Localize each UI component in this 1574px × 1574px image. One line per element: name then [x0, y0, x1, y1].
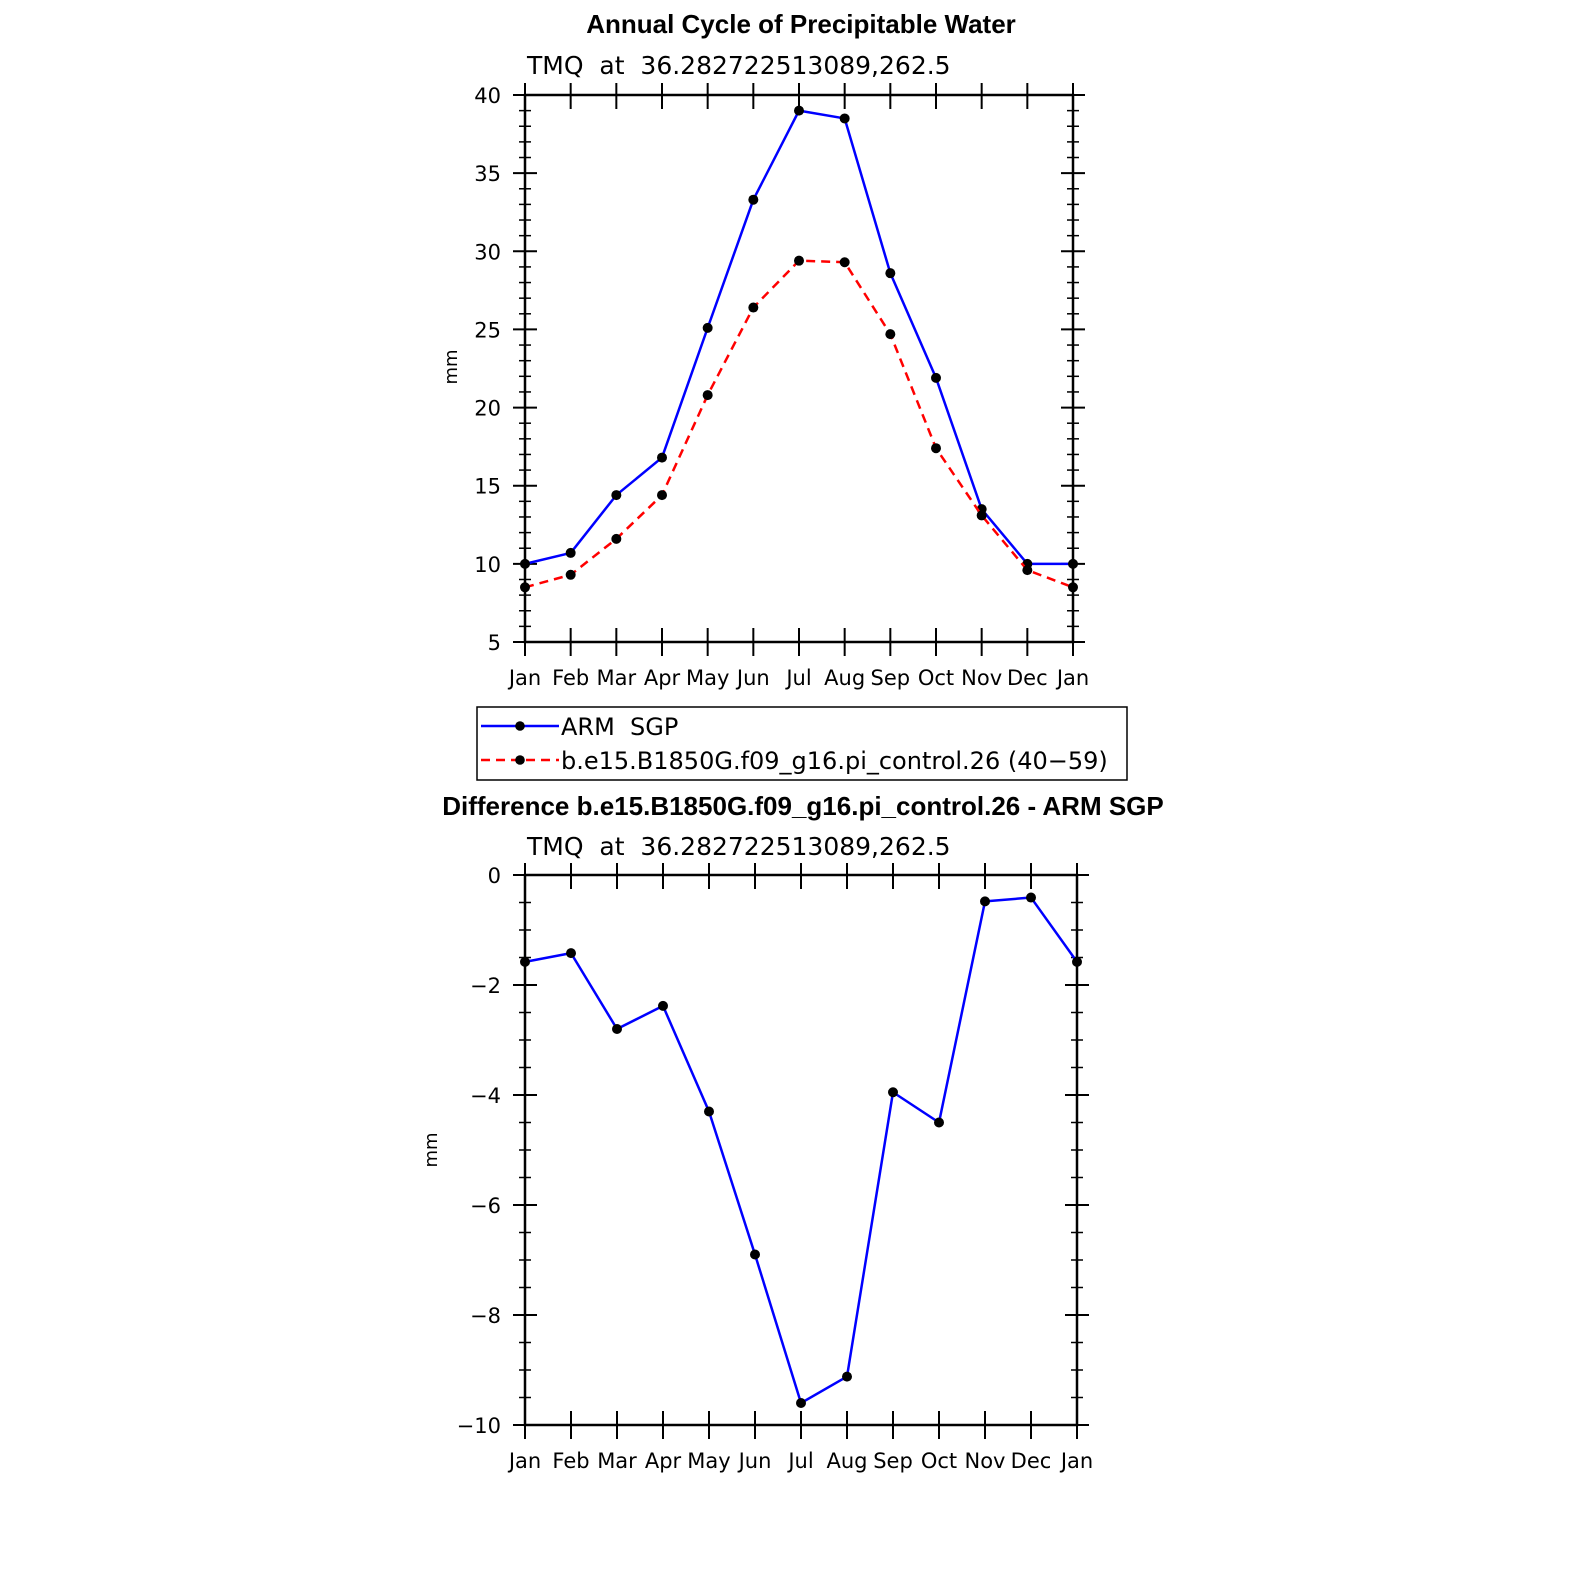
chart-1-y-axis-label: mm: [441, 349, 462, 384]
chart-1-series-1-point: [885, 268, 896, 279]
chart-1-series-2-point: [794, 255, 804, 266]
chart-1-x-tick-label: Oct: [918, 666, 954, 690]
chart-1-frame: [523, 93, 1075, 644]
chart-2-x-tick-label: Jan: [1059, 1449, 1093, 1473]
chart-1-x-tick-label: Jan: [507, 666, 541, 690]
chart-2-y-axis-label: mm: [421, 1132, 442, 1167]
chart-1-series-1-point: [1068, 558, 1078, 569]
chart-1-series-1-point: [520, 558, 530, 569]
legend-label-model: b.e15.B1850G.f09_g16.pi_control.26 (40−5…: [561, 747, 1108, 775]
chart-1-y-tick-label: 30: [474, 240, 501, 264]
chart-2-series-1-point: [612, 1024, 622, 1034]
chart-1-y-tick-label: 40: [474, 84, 501, 108]
chart-2-series-1-line: [524, 896, 1079, 1405]
chart-1-x-tick-label: Nov: [961, 666, 1002, 690]
chart-1-series-2-point: [565, 569, 576, 580]
chart-1-series-2-point: [611, 533, 622, 544]
chart-1-title: Annual Cycle of Precipitable Water: [586, 9, 1016, 39]
chart-2-series-1-point: [934, 1117, 944, 1128]
chart-1-series-1-point: [748, 194, 759, 205]
chart-1-x-tick-label: Jul: [784, 666, 811, 690]
chart-2-y-tick-label: −4: [470, 1084, 501, 1108]
chart-1-series-2-point: [520, 582, 530, 593]
chart-2-x-tick-label: Oct: [921, 1449, 957, 1473]
chart-2-x-tick-label: Mar: [597, 1449, 637, 1473]
chart-1-series-2-point: [702, 390, 713, 401]
chart-1-x-tick-label: May: [686, 666, 729, 690]
chart-1-series-2-point: [657, 490, 667, 501]
chart-2-x-tick-label: Aug: [826, 1449, 867, 1473]
chart-2-x-tick-label: Nov: [965, 1449, 1006, 1473]
chart-1-y-tick-label: 15: [474, 475, 501, 499]
chart-1-series-1-point: [702, 322, 713, 333]
chart-2-series-1-point: [796, 1398, 806, 1408]
chart-1-series-1-point: [839, 113, 850, 124]
chart-1-series-2-line: [524, 259, 1074, 589]
chart-1-series-2-point: [1068, 582, 1078, 593]
chart-1-series-1-point: [611, 490, 622, 501]
chart-2-x-tick-label: Feb: [552, 1449, 589, 1473]
chart-1-series-2-point: [1022, 565, 1033, 576]
chart-2-x-tick-label: May: [687, 1449, 730, 1473]
chart-1-x-tick-label: Apr: [644, 666, 681, 690]
chart-2-title: Difference b.e15.B1850G.f09_g16.pi_contr…: [442, 791, 1164, 821]
chart-2-y-tick-label: −6: [470, 1194, 501, 1218]
chart-2-series-1-point: [566, 948, 576, 959]
chart-1-legend: ARM SGP b.e15.B1850G.f09_g16.pi_control.…: [476, 706, 1128, 781]
chart-2-subtitle: TMQ at 36.282722513089,262.5: [526, 832, 951, 861]
legend-marker-model: [515, 755, 525, 765]
chart-2-series-1-point: [704, 1106, 714, 1117]
chart-2-x-tick-label: Jun: [737, 1449, 772, 1473]
chart-2-y-tick-label: −2: [470, 974, 501, 998]
chart-1-series-2-point: [931, 443, 941, 454]
chart-1-series-2-point: [885, 329, 896, 340]
chart-1-x-tick-label: Feb: [552, 666, 589, 690]
chart-1-x-tick-label: Jun: [735, 666, 770, 690]
chart-2-x-tick-label: Jan: [507, 1449, 541, 1473]
chart-1-subtitle: TMQ at 36.282722513089,262.5: [526, 51, 951, 80]
chart-1-series-1-line: [524, 109, 1073, 566]
chart-2-x-tick-label: Sep: [873, 1449, 913, 1473]
legend-box: [476, 706, 1128, 781]
chart-1-y-tick-label: 5: [488, 631, 501, 655]
chart-1-y-tick-label: 25: [474, 318, 501, 342]
chart-2-plot: Jan Feb Mar Apr May Jun Jul Aug Sep Oct Nov Dec Jan 0…: [457, 863, 1093, 1473]
chart-1-x-tick-label: Jan: [1055, 666, 1089, 690]
chart-1-series-2-point: [839, 257, 850, 268]
chart-2-y-tick-label: −10: [457, 1414, 501, 1438]
chart-2-y-tick-label: 0: [488, 864, 501, 888]
chart-1-series-2-point: [976, 510, 987, 521]
chart-2-frame: [523, 873, 1079, 1427]
legend-label-arm-sgp: ARM SGP: [561, 713, 678, 741]
chart-1-plot: Jan Feb Mar Apr May Jun Jul Aug Sep Oct Nov Dec Jan5…: [474, 83, 1089, 690]
chart-2-series-1-point: [1072, 956, 1082, 967]
chart-1-y-tick-label: 10: [474, 553, 501, 577]
chart-2-x-tick-label: Dec: [1011, 1449, 1052, 1473]
chart-2-x-tick-label: Jul: [786, 1449, 813, 1473]
chart-1-y-tick-label: 35: [474, 162, 501, 186]
chart-2-series-1-point: [750, 1249, 760, 1260]
chart-1-series-2-point: [748, 302, 759, 313]
chart-1-x-tick-label: Aug: [824, 666, 865, 690]
legend-marker-arm-sgp: [515, 721, 525, 731]
chart-2-series-1-point: [842, 1371, 852, 1382]
chart-1-x-tick-label: Dec: [1007, 666, 1048, 690]
chart-2-y-tick-label: −8: [470, 1304, 501, 1328]
chart-1-series-1-point: [565, 547, 576, 558]
chart-2-series-1-point: [980, 896, 990, 907]
chart-1-x-tick-label: Sep: [871, 666, 911, 690]
chart-2-series-1-point: [1026, 892, 1036, 903]
chart-1-series-1-point: [794, 105, 804, 116]
chart-1-series-1-point: [657, 452, 667, 463]
chart-2-x-tick-label: Apr: [645, 1449, 682, 1473]
chart-1-series-1-point: [931, 372, 941, 383]
chart-1-x-tick-label: Mar: [597, 666, 637, 690]
chart-1-y-tick-label: 20: [474, 397, 501, 421]
chart-2-series-1-point: [658, 1000, 668, 1011]
chart-2-series-1-point: [520, 956, 530, 967]
chart-2-series-1-point: [888, 1087, 898, 1098]
